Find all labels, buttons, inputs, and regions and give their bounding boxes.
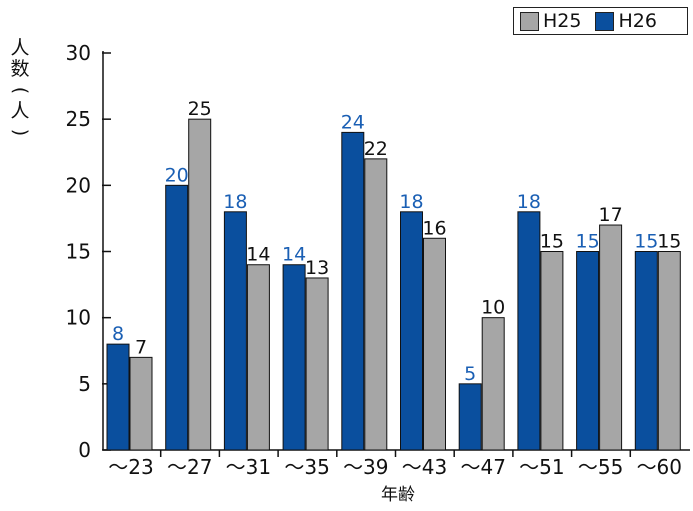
data-label-h25: 15 (657, 231, 681, 253)
bar-h26 (400, 211, 423, 451)
data-label-h25: 22 (364, 138, 388, 160)
legend-label-h26: H26 (618, 10, 657, 32)
bar-h25 (423, 237, 446, 451)
bar-h26 (517, 211, 541, 451)
data-label-h25: 17 (599, 204, 623, 226)
data-label-h25: 7 (135, 336, 147, 358)
legend-item-h26: H26 (595, 10, 657, 32)
legend-swatch-h26 (595, 11, 615, 31)
data-label-h25: 14 (246, 244, 270, 266)
bar-h26 (341, 131, 365, 451)
data-label-h26: 15 (634, 231, 658, 253)
bar-h25 (246, 264, 270, 451)
data-label-h26: 15 (576, 231, 600, 253)
x-tick-label: 〜43 (402, 455, 447, 479)
y-tick-label: 5 (78, 372, 91, 396)
y-tick-label: 30 (66, 41, 91, 65)
bar-h25 (364, 158, 388, 451)
bar-h25 (305, 277, 329, 451)
data-label-h26: 24 (341, 111, 365, 133)
x-tick-label: 〜27 (167, 455, 212, 479)
y-tick-label: 0 (78, 438, 91, 462)
y-tick-label: 10 (66, 306, 91, 330)
x-tick-label: 〜51 (519, 455, 564, 479)
data-label-h25: 15 (540, 231, 564, 253)
bar-h26 (106, 343, 130, 451)
data-label-h26: 8 (112, 323, 124, 345)
x-tick-label: 〜60 (637, 455, 682, 479)
bar-h26 (576, 251, 600, 451)
bar-h25 (481, 317, 505, 451)
y-axis-label-char-1: 人 (10, 37, 30, 59)
legend-swatch-h25 (520, 11, 539, 31)
data-label-h25: 10 (481, 297, 505, 319)
y-tick-label: 20 (66, 173, 91, 197)
bar-h25 (657, 251, 681, 451)
bar-h25 (188, 118, 212, 451)
data-label-h26: 18 (517, 191, 541, 213)
x-tick-label: 〜23 (108, 455, 153, 479)
bar-h25 (540, 251, 564, 451)
y-tick-label: 25 (66, 107, 91, 131)
x-tick-label: 〜55 (578, 455, 623, 479)
legend-label-h25: H25 (543, 10, 582, 32)
data-label-h26: 18 (399, 191, 423, 213)
x-tick-label: 〜39 (343, 455, 388, 479)
x-axis-label: 年齢 (381, 485, 415, 505)
y-axis-label: 人 数 ( 人 ) (6, 38, 34, 143)
chart-legend: H25 H26 (513, 7, 688, 35)
data-label-h26: 18 (223, 191, 247, 213)
data-label-h26: 5 (464, 363, 476, 385)
bar-h25 (599, 224, 623, 451)
data-label-h26: 14 (282, 244, 306, 266)
y-axis-label-char-2: 数 (10, 58, 30, 80)
y-tick-label: 15 (66, 240, 91, 264)
bar-h26 (458, 383, 482, 451)
bar-h26 (223, 211, 247, 451)
bar-h26 (282, 264, 306, 451)
data-label-h25: 25 (188, 98, 212, 120)
bar-h25 (129, 356, 153, 451)
x-tick-label: 〜31 (226, 455, 271, 479)
y-axis-label-char-4: 人 (10, 100, 30, 122)
data-label-h26: 20 (165, 164, 189, 186)
x-tick-label: 〜47 (460, 455, 505, 479)
data-label-h25: 13 (305, 257, 329, 279)
bar-h26 (634, 251, 658, 451)
data-label-h25: 16 (422, 217, 446, 239)
bar-h26 (165, 184, 189, 451)
x-tick-label: 〜35 (284, 455, 329, 479)
legend-item-h25: H25 (520, 10, 581, 32)
